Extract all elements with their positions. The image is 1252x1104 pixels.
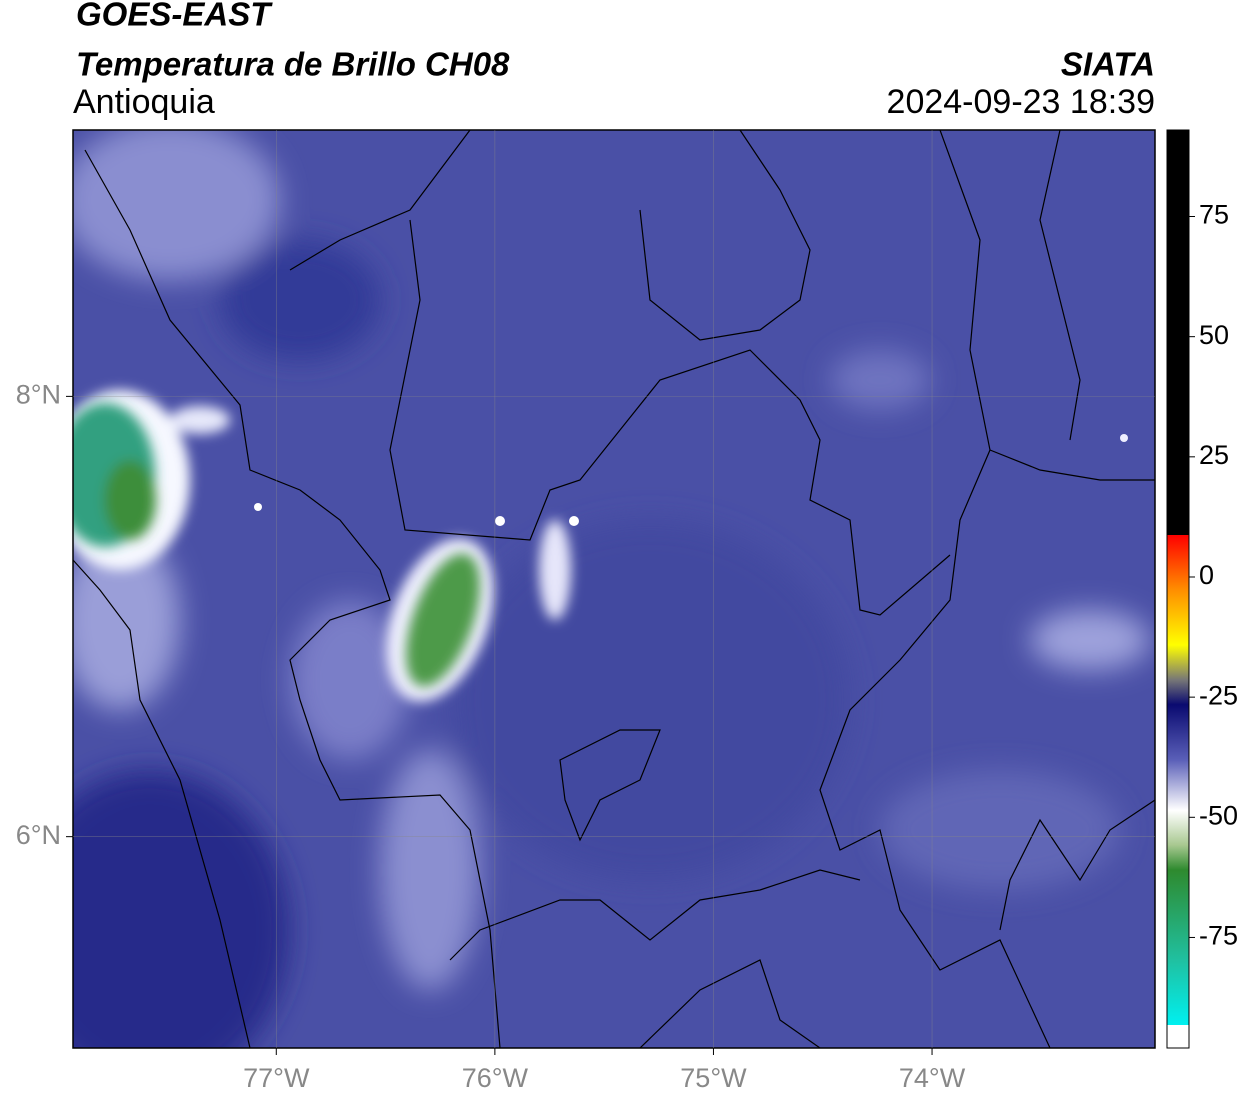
y-tick-label: 8°N bbox=[16, 379, 61, 409]
y-tick-label: 6°N bbox=[16, 820, 61, 850]
x-tick-label: 77°W bbox=[243, 1063, 310, 1093]
colorbar bbox=[1166, 129, 1190, 1049]
colorbar-tick-label: 75 bbox=[1199, 200, 1229, 230]
colorbar-tick-label: 25 bbox=[1199, 440, 1229, 470]
satellite-image bbox=[73, 130, 1155, 1048]
colorbar-tick-label: -75 bbox=[1199, 921, 1238, 951]
x-tick-label: 75°W bbox=[680, 1063, 747, 1093]
timestamp: 2024-09-23 18:39 bbox=[887, 83, 1155, 121]
map-frame bbox=[72, 129, 1156, 1049]
colorbar-tick-label: -50 bbox=[1199, 800, 1238, 830]
borders bbox=[73, 130, 1155, 1048]
subtitle: Temperatura de Brillo CH08 bbox=[76, 46, 510, 83]
x-tick-label: 76°W bbox=[462, 1063, 529, 1093]
colorbar-tick-label: -25 bbox=[1199, 680, 1238, 710]
colorbar-tick-label: 50 bbox=[1199, 320, 1229, 350]
colorbar-tick-label: 0 bbox=[1199, 560, 1214, 590]
x-tick-label: 74°W bbox=[899, 1063, 966, 1093]
title: GOES-EAST bbox=[76, 0, 273, 33]
source: SIATA bbox=[1061, 46, 1155, 83]
region: Antioquia bbox=[73, 83, 215, 121]
